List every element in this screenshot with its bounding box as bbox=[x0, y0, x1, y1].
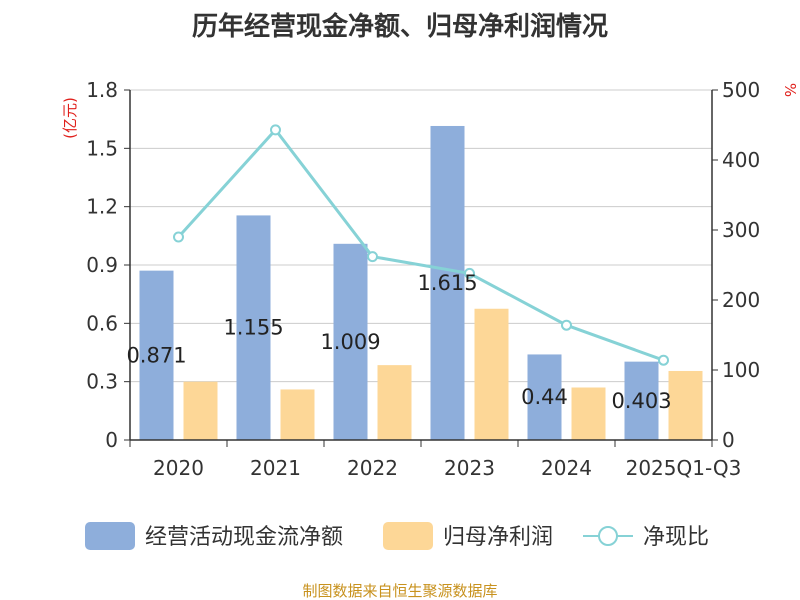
data-label-cashflow: 1.009 bbox=[320, 330, 380, 354]
ratio-polyline bbox=[177, 127, 665, 362]
bar-cashflow bbox=[139, 270, 174, 440]
right-tick-label: 400 bbox=[722, 148, 760, 172]
legend-swatch-profit bbox=[383, 522, 433, 550]
ratio-point bbox=[173, 231, 184, 243]
legend-swatch-cashflow bbox=[85, 522, 135, 550]
bar-cashflow bbox=[430, 125, 465, 440]
legend: 经营活动现金流净额 归母净利润 净现比 bbox=[85, 522, 709, 550]
left-tick-label: 0.6 bbox=[86, 311, 118, 335]
left-tick-label: 1.8 bbox=[86, 78, 118, 102]
data-label-cashflow: 0.44 bbox=[521, 385, 568, 409]
ratio-point bbox=[464, 267, 475, 279]
bar-profit bbox=[183, 381, 218, 440]
right-tick-label: 500 bbox=[722, 78, 760, 102]
left-tick-label: 1.2 bbox=[86, 195, 118, 219]
right-tick-label: 0 bbox=[722, 428, 735, 452]
chart-title: 历年经营现金净额、归母净利润情况 bbox=[192, 11, 608, 42]
bar-profit bbox=[474, 308, 509, 440]
ratio-point bbox=[367, 251, 378, 263]
bar-cashflow bbox=[236, 215, 271, 440]
right-tick-label: 200 bbox=[722, 288, 760, 312]
right-tick-label: 100 bbox=[722, 358, 760, 382]
right-tick-label: 300 bbox=[722, 218, 760, 242]
ratio-point bbox=[270, 124, 281, 136]
data-label-cashflow: 0.871 bbox=[126, 343, 186, 367]
data-label-cashflow: 0.403 bbox=[611, 389, 671, 413]
legend-label-ratio: 净现比 bbox=[643, 525, 709, 550]
bar-cashflow bbox=[624, 361, 659, 440]
bar-profit bbox=[668, 370, 703, 440]
bar-cashflow bbox=[333, 243, 368, 440]
legend-label-profit: 归母净利润 bbox=[443, 525, 553, 550]
source-note: 制图数据来自恒生聚源数据库 bbox=[302, 582, 497, 600]
x-tick-label: 2020 bbox=[153, 456, 204, 480]
x-tick-label: 2022 bbox=[347, 456, 398, 480]
bars bbox=[139, 125, 703, 440]
x-tick-label: 2024 bbox=[541, 456, 592, 480]
data-labels: 0.871 1.155 1.009 1.615 0.44 0.403 bbox=[126, 271, 671, 413]
ratio-point bbox=[658, 354, 669, 366]
x-tick-label: 2021 bbox=[250, 456, 301, 480]
bar-profit bbox=[571, 387, 606, 440]
bar-profit bbox=[377, 365, 412, 440]
left-axis-unit: (亿元) bbox=[61, 97, 79, 139]
x-tick-label: 2023 bbox=[444, 456, 495, 480]
left-tick-label: 0.9 bbox=[86, 253, 118, 277]
x-tick-label: 2025Q1-Q3 bbox=[626, 456, 742, 480]
bar-cashflow bbox=[527, 354, 562, 440]
data-label-cashflow: 1.615 bbox=[417, 271, 477, 295]
right-axis-unit: % bbox=[781, 83, 799, 97]
bar-profit bbox=[280, 389, 315, 440]
left-tick-label: 0 bbox=[105, 428, 118, 452]
left-tick-label: 0.3 bbox=[86, 370, 118, 394]
ratio-point bbox=[561, 319, 572, 331]
left-tick-label: 1.5 bbox=[86, 136, 118, 160]
axes: 0 0.3 0.6 0.9 1.2 1.5 1.8 0 100 200 300 400 500 2020 2… bbox=[86, 78, 760, 480]
ratio-line bbox=[173, 124, 669, 366]
legend-label-cashflow: 经营活动现金流净额 bbox=[145, 525, 343, 550]
gridlines bbox=[130, 89, 712, 383]
data-label-cashflow: 1.155 bbox=[223, 316, 283, 340]
legend-marker-ratio bbox=[598, 526, 618, 546]
